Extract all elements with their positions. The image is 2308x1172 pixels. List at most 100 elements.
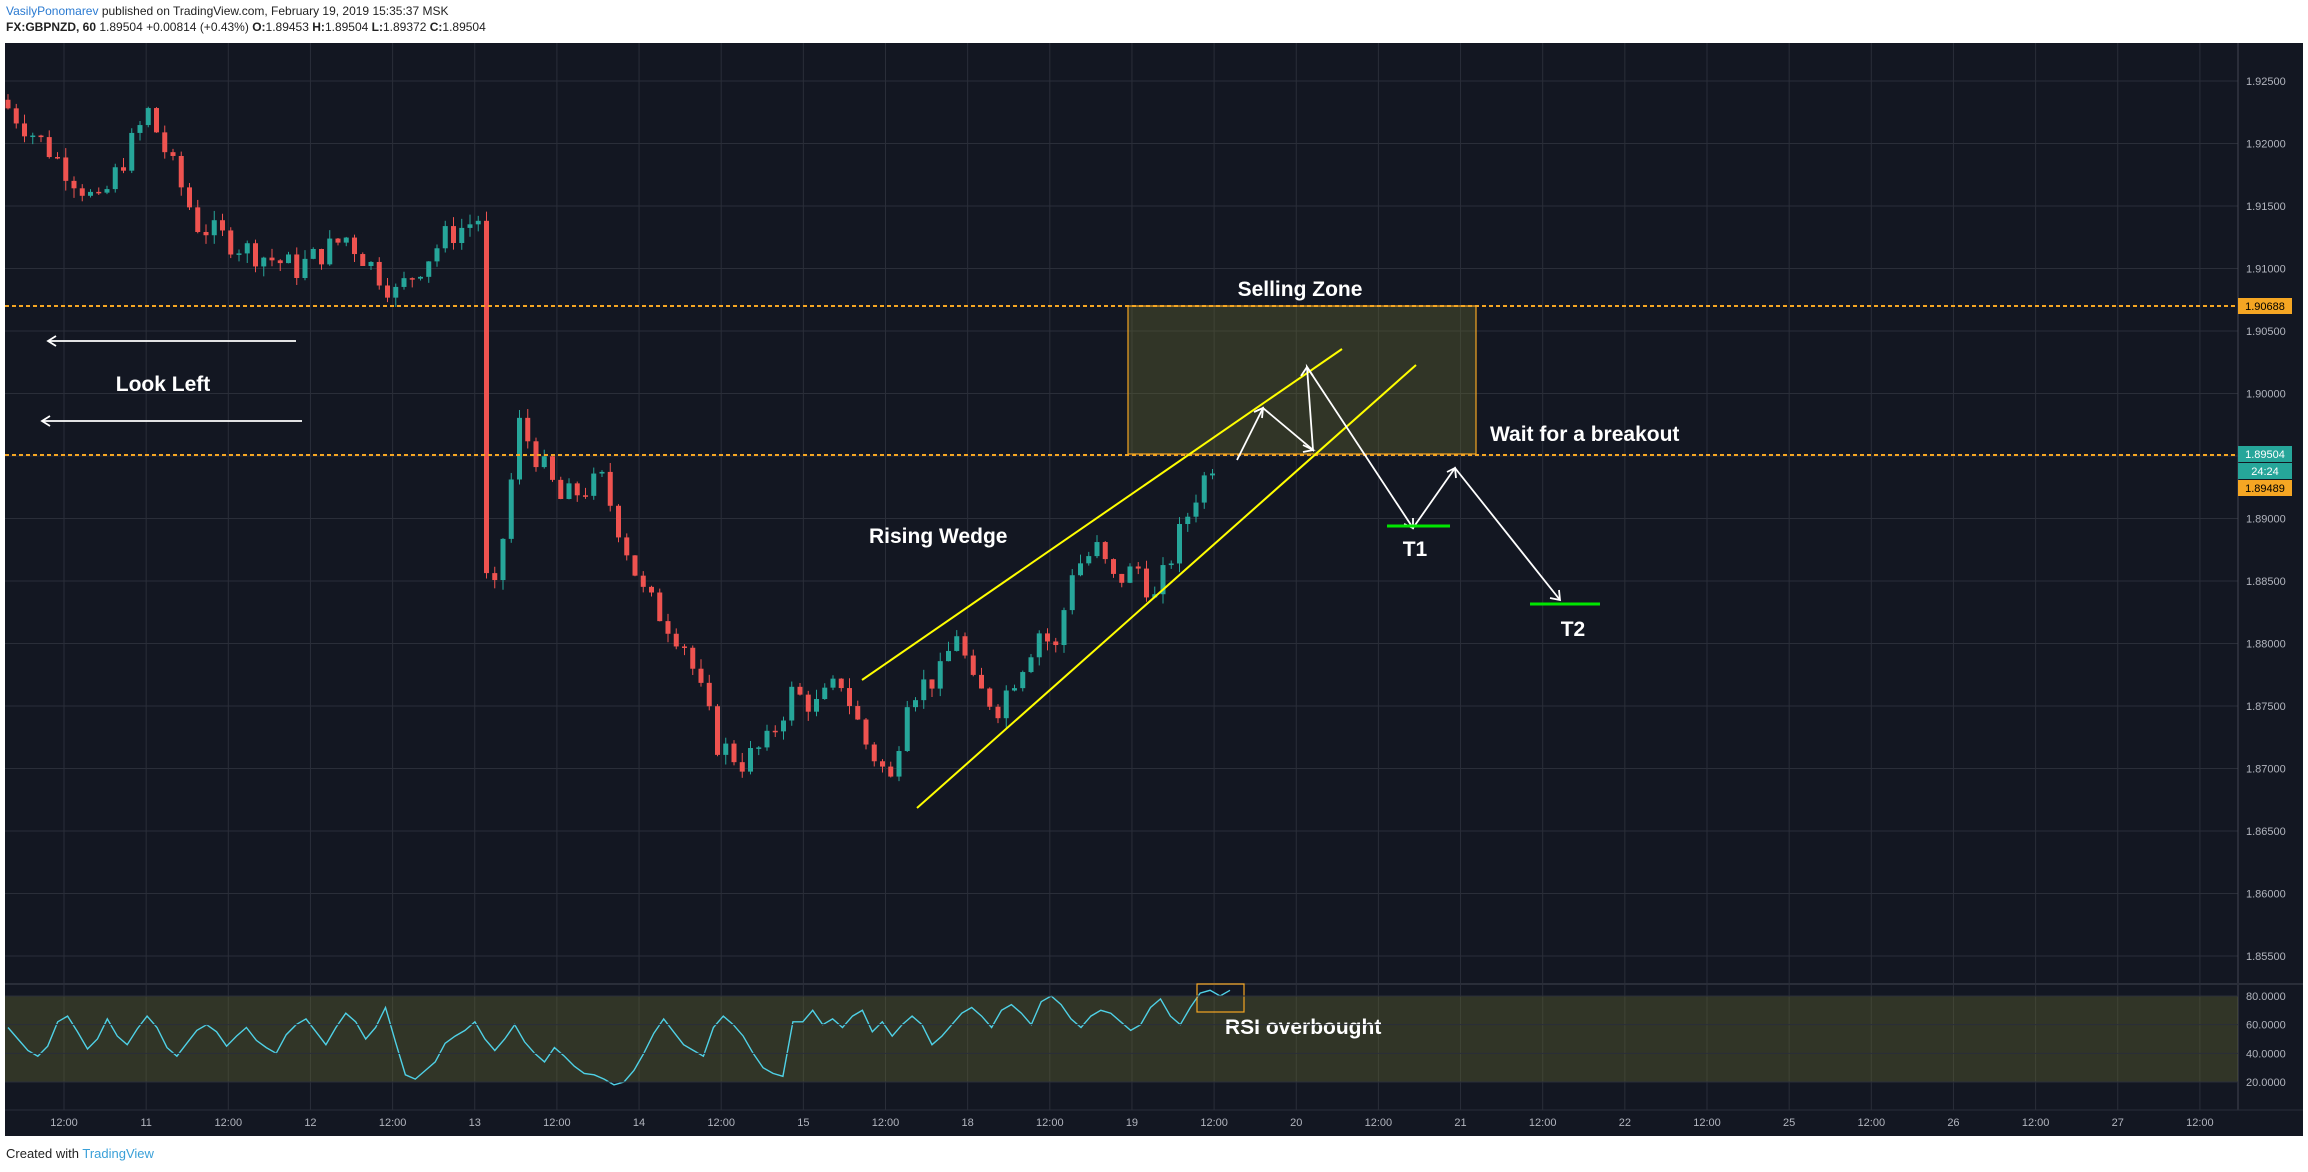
candle-body (46, 137, 52, 158)
time-tick: 11 (140, 1117, 151, 1129)
author-name[interactable]: VasilyPonomarev (6, 4, 99, 18)
candle-body (929, 679, 935, 689)
candle-body (896, 750, 902, 777)
candle-body (574, 483, 580, 496)
rsi-overbought-box (1196, 983, 1245, 1013)
candle-body (665, 621, 671, 634)
time-tick: 21 (1454, 1117, 1466, 1129)
target-t1-label: T1 (1403, 538, 1428, 561)
candle-body (632, 555, 638, 576)
candle-body (772, 730, 778, 733)
candle-body (1053, 641, 1059, 646)
time-tick: 18 (962, 1117, 974, 1129)
candle-body (525, 417, 531, 442)
candle-body (310, 248, 316, 259)
candle-body (30, 135, 36, 138)
candle-body (789, 686, 795, 721)
price-tick: 1.88000 (2246, 639, 2286, 651)
price-tick: 1.85500 (2246, 951, 2286, 963)
candle-body (178, 155, 184, 188)
target-t2-label: T2 (1561, 618, 1586, 641)
candle-body (253, 243, 258, 267)
candle-body (409, 278, 415, 280)
look-left-label: Look Left (116, 373, 211, 396)
candle-body (781, 720, 786, 732)
open-label: O: (252, 20, 266, 34)
candle-body (508, 479, 514, 539)
candle-body (888, 766, 894, 777)
price-tick: 1.86000 (2246, 889, 2286, 901)
candle-body (1119, 573, 1125, 583)
candle-body (533, 441, 539, 468)
candle-body (327, 238, 333, 265)
time-axis[interactable]: 12:00 11 12:00 12 12:00 13 12:00 14 12:00 15 12:00… (50, 1117, 2213, 1129)
candle-body (401, 278, 407, 287)
tradingview-logo[interactable]: TradingView (82, 1146, 154, 1161)
candle-body (1078, 563, 1083, 576)
rsi-overbought-label: RSI overbought (1225, 1016, 1381, 1039)
time-tick: 12 (304, 1117, 316, 1129)
countdown-badge (2238, 463, 2292, 479)
candle-body (624, 537, 630, 556)
time-tick: 20 (1290, 1117, 1302, 1129)
candle-body (913, 700, 918, 708)
candle-body (261, 257, 267, 267)
candle-body (154, 108, 159, 133)
candle-body (236, 253, 242, 255)
candle-body (517, 417, 522, 480)
candle-body (649, 586, 654, 593)
wait-breakout-label: Wait for a breakout (1490, 423, 1679, 446)
candle-body (1012, 688, 1017, 691)
candle-body (1177, 524, 1182, 564)
lower-level-badge-text: 1.89489 (2245, 483, 2285, 495)
time-tick: 22 (1619, 1117, 1631, 1129)
candle-body (129, 132, 135, 171)
time-tick: 14 (633, 1117, 645, 1129)
price-tick: 1.92500 (2246, 76, 2286, 88)
high-label: H: (312, 20, 325, 34)
price-chart[interactable]: Selling Zone Look Left Wait for a breako… (0, 0, 2308, 1138)
time-tick: 12:00 (50, 1117, 78, 1129)
rsi-axis[interactable]: 80.0000 60.0000 40.0000 20.0000 (5, 991, 2286, 1089)
price-axis[interactable]: 1.92500 1.92000 1.91500 1.91000 1.90500 1.900… (2246, 76, 2286, 963)
selling-zone-label: Selling Zone (1238, 278, 1363, 301)
price-badges: 1.90688 1.89504 24:24 1.89489 (2238, 298, 2292, 496)
candle-body (962, 636, 968, 656)
candle-body (1201, 475, 1207, 503)
candle-body (1168, 563, 1174, 566)
candle-body (55, 157, 60, 159)
candle-body (731, 743, 737, 763)
candle-body (418, 276, 423, 279)
price-tick: 1.89000 (2246, 514, 2286, 526)
candle-body (343, 237, 349, 243)
close-value: 1.89504 (442, 20, 486, 34)
candle-body (88, 191, 93, 196)
candle-body (937, 661, 943, 689)
candle-body (979, 674, 984, 689)
low-label: L: (371, 20, 383, 34)
candle-body (451, 226, 456, 244)
chart-header: VasilyPonomarev published on TradingView… (6, 3, 486, 35)
candle-body (203, 231, 209, 236)
published-info: published on TradingView.com, February 1… (101, 4, 449, 18)
candle-body (682, 646, 687, 648)
candle-body (1144, 568, 1149, 598)
wedge-upper-line (861, 348, 1343, 681)
candle-body (814, 699, 819, 712)
candle-body (1003, 690, 1009, 719)
candle-body (22, 123, 27, 137)
last-price: 1.89504 (99, 20, 143, 34)
time-tick: 12:00 (215, 1117, 243, 1129)
last-price-badge (2238, 446, 2292, 462)
open-value: 1.89453 (265, 20, 309, 34)
price-tick: 1.87000 (2246, 764, 2286, 776)
candle-body (71, 180, 77, 189)
created-with-text: Created with (6, 1146, 79, 1161)
rising-wedge-label: Rising Wedge (869, 525, 1007, 548)
candle-body (269, 257, 275, 261)
candle-body (739, 762, 745, 772)
wedge-lower-line (916, 364, 1417, 809)
candle-body (822, 687, 828, 700)
candle-body (871, 744, 877, 762)
candle-body (921, 679, 927, 701)
